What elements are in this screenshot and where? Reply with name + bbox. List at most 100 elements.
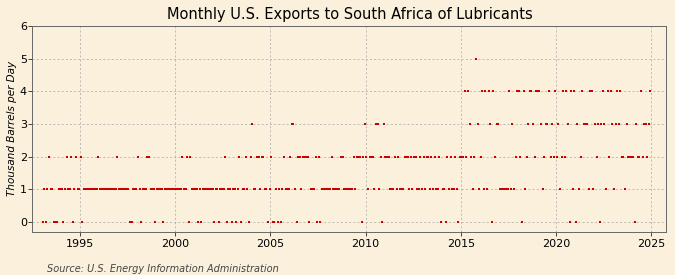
Point [37,220,48,224]
Point [521,155,532,159]
Point [616,155,627,159]
Point [103,187,113,192]
Point [435,220,446,224]
Point [120,187,131,192]
Point [290,187,300,192]
Point [353,155,364,159]
Point [529,155,540,159]
Point [239,187,250,192]
Point [485,122,495,126]
Point [360,122,371,126]
Point [71,155,82,159]
Point [107,187,118,192]
Point [153,187,164,192]
Point [431,187,441,192]
Point [53,187,64,192]
Point [312,220,323,224]
Point [623,155,634,159]
Point [96,187,107,192]
Point [561,89,572,94]
Point [504,89,514,94]
Point [575,155,586,159]
Point [150,220,161,224]
Point [434,155,445,159]
Point [326,155,337,159]
Point [171,187,182,192]
Point [64,187,75,192]
Point [350,187,360,192]
Point [301,155,312,159]
Point [198,187,209,192]
Point [194,187,205,192]
Point [51,220,62,224]
Point [620,187,630,192]
Point [401,155,412,159]
Point [318,187,329,192]
Point [597,89,608,94]
Point [392,187,402,192]
Point [380,155,391,159]
Point [577,89,588,94]
Point [59,187,70,192]
Point [294,155,305,159]
Point [371,122,381,126]
Point [362,187,373,192]
Point [629,220,640,224]
Point [327,187,338,192]
Point [408,155,419,159]
Point [131,187,142,192]
Point [531,89,541,94]
Point [166,187,177,192]
Point [437,187,448,192]
Point [497,187,508,192]
Point [77,220,88,224]
Point [626,155,637,159]
Point [132,155,143,159]
Point [163,187,173,192]
Point [547,122,558,126]
Point [453,220,464,224]
Point [607,122,618,126]
Point [354,155,365,159]
Point [553,122,564,126]
Point [169,187,180,192]
Point [566,89,576,94]
Point [472,122,483,126]
Point [110,187,121,192]
Point [128,187,138,192]
Point [487,220,497,224]
Point [480,89,491,94]
Point [179,187,190,192]
Point [66,155,77,159]
Point [274,187,285,192]
Point [425,187,435,192]
Point [331,187,342,192]
Point [374,187,385,192]
Point [284,187,294,192]
Point [158,220,169,224]
Point [439,187,450,192]
Point [291,220,302,224]
Point [93,155,104,159]
Point [212,187,223,192]
Point [259,187,270,192]
Point [63,187,74,192]
Point [226,220,237,224]
Point [516,220,527,224]
Point [113,187,124,192]
Point [217,187,227,192]
Point [450,155,461,159]
Point [104,187,115,192]
Point [510,155,521,159]
Point [526,89,537,94]
Point [344,187,354,192]
Point [508,187,519,192]
Point [176,187,186,192]
Point [101,187,111,192]
Point [130,187,140,192]
Point [266,155,277,159]
Point [339,187,350,192]
Point [545,155,556,159]
Point [460,89,470,94]
Point [502,187,513,192]
